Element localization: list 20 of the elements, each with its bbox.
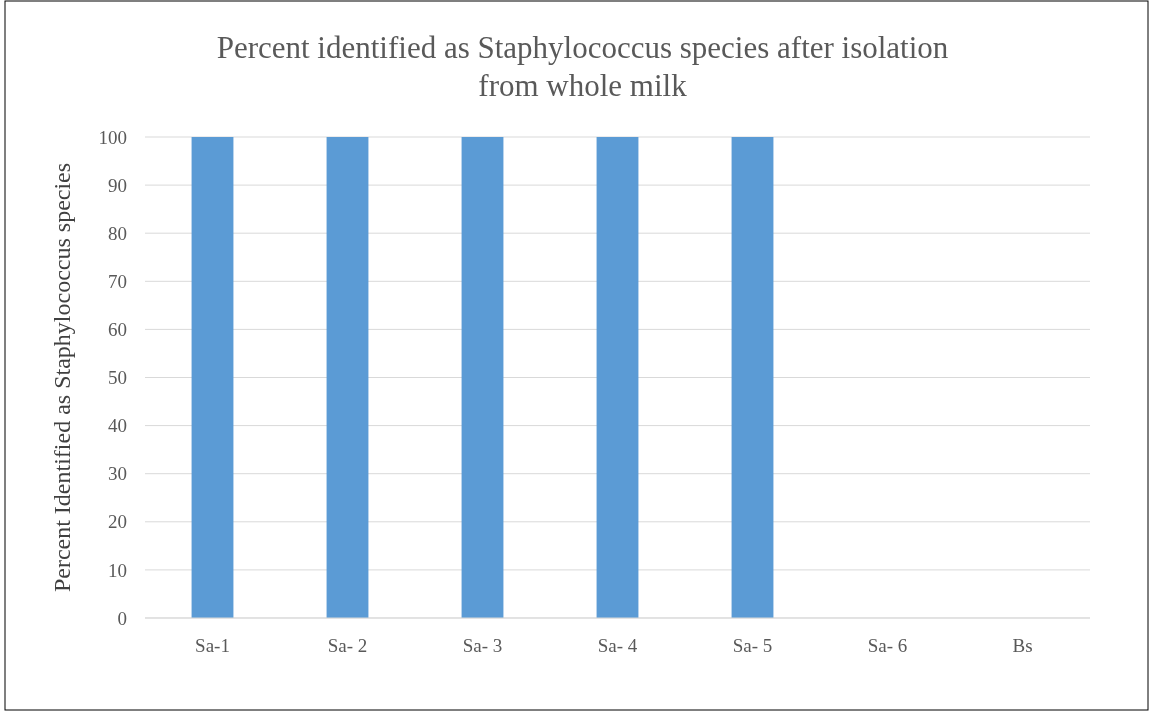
x-tick-label: Sa- 5 bbox=[732, 635, 773, 656]
x-tick-label: Sa- 6 bbox=[867, 635, 908, 656]
y-tick-label: 0 bbox=[117, 607, 127, 629]
y-tick-label: 60 bbox=[108, 319, 127, 341]
y-tick-label: 80 bbox=[108, 222, 127, 244]
x-tick-label: Sa- 2 bbox=[327, 635, 368, 656]
x-tick-label: Sa- 3 bbox=[462, 635, 503, 656]
x-tick-label: Sa-1 bbox=[195, 635, 230, 656]
y-tick-label: 40 bbox=[108, 415, 127, 437]
y-tick-label: 90 bbox=[108, 174, 127, 196]
y-tick-label: 20 bbox=[108, 511, 127, 533]
chart-title: Percent identified as Staphylococcus species after isolation from whole milk bbox=[216, 30, 949, 103]
y-tick-label: 30 bbox=[108, 463, 127, 485]
y-tick-label: 10 bbox=[108, 559, 127, 581]
x-tick-label: Sa- 4 bbox=[597, 635, 638, 656]
y-tick-label: 70 bbox=[108, 270, 127, 292]
y-axis-title: Percent Identified as Staphylococcus species bbox=[49, 162, 75, 593]
y-tick-label: 100 bbox=[98, 126, 127, 148]
x-tick-label: Bs bbox=[1012, 635, 1033, 656]
y-tick-label: 50 bbox=[108, 367, 127, 389]
